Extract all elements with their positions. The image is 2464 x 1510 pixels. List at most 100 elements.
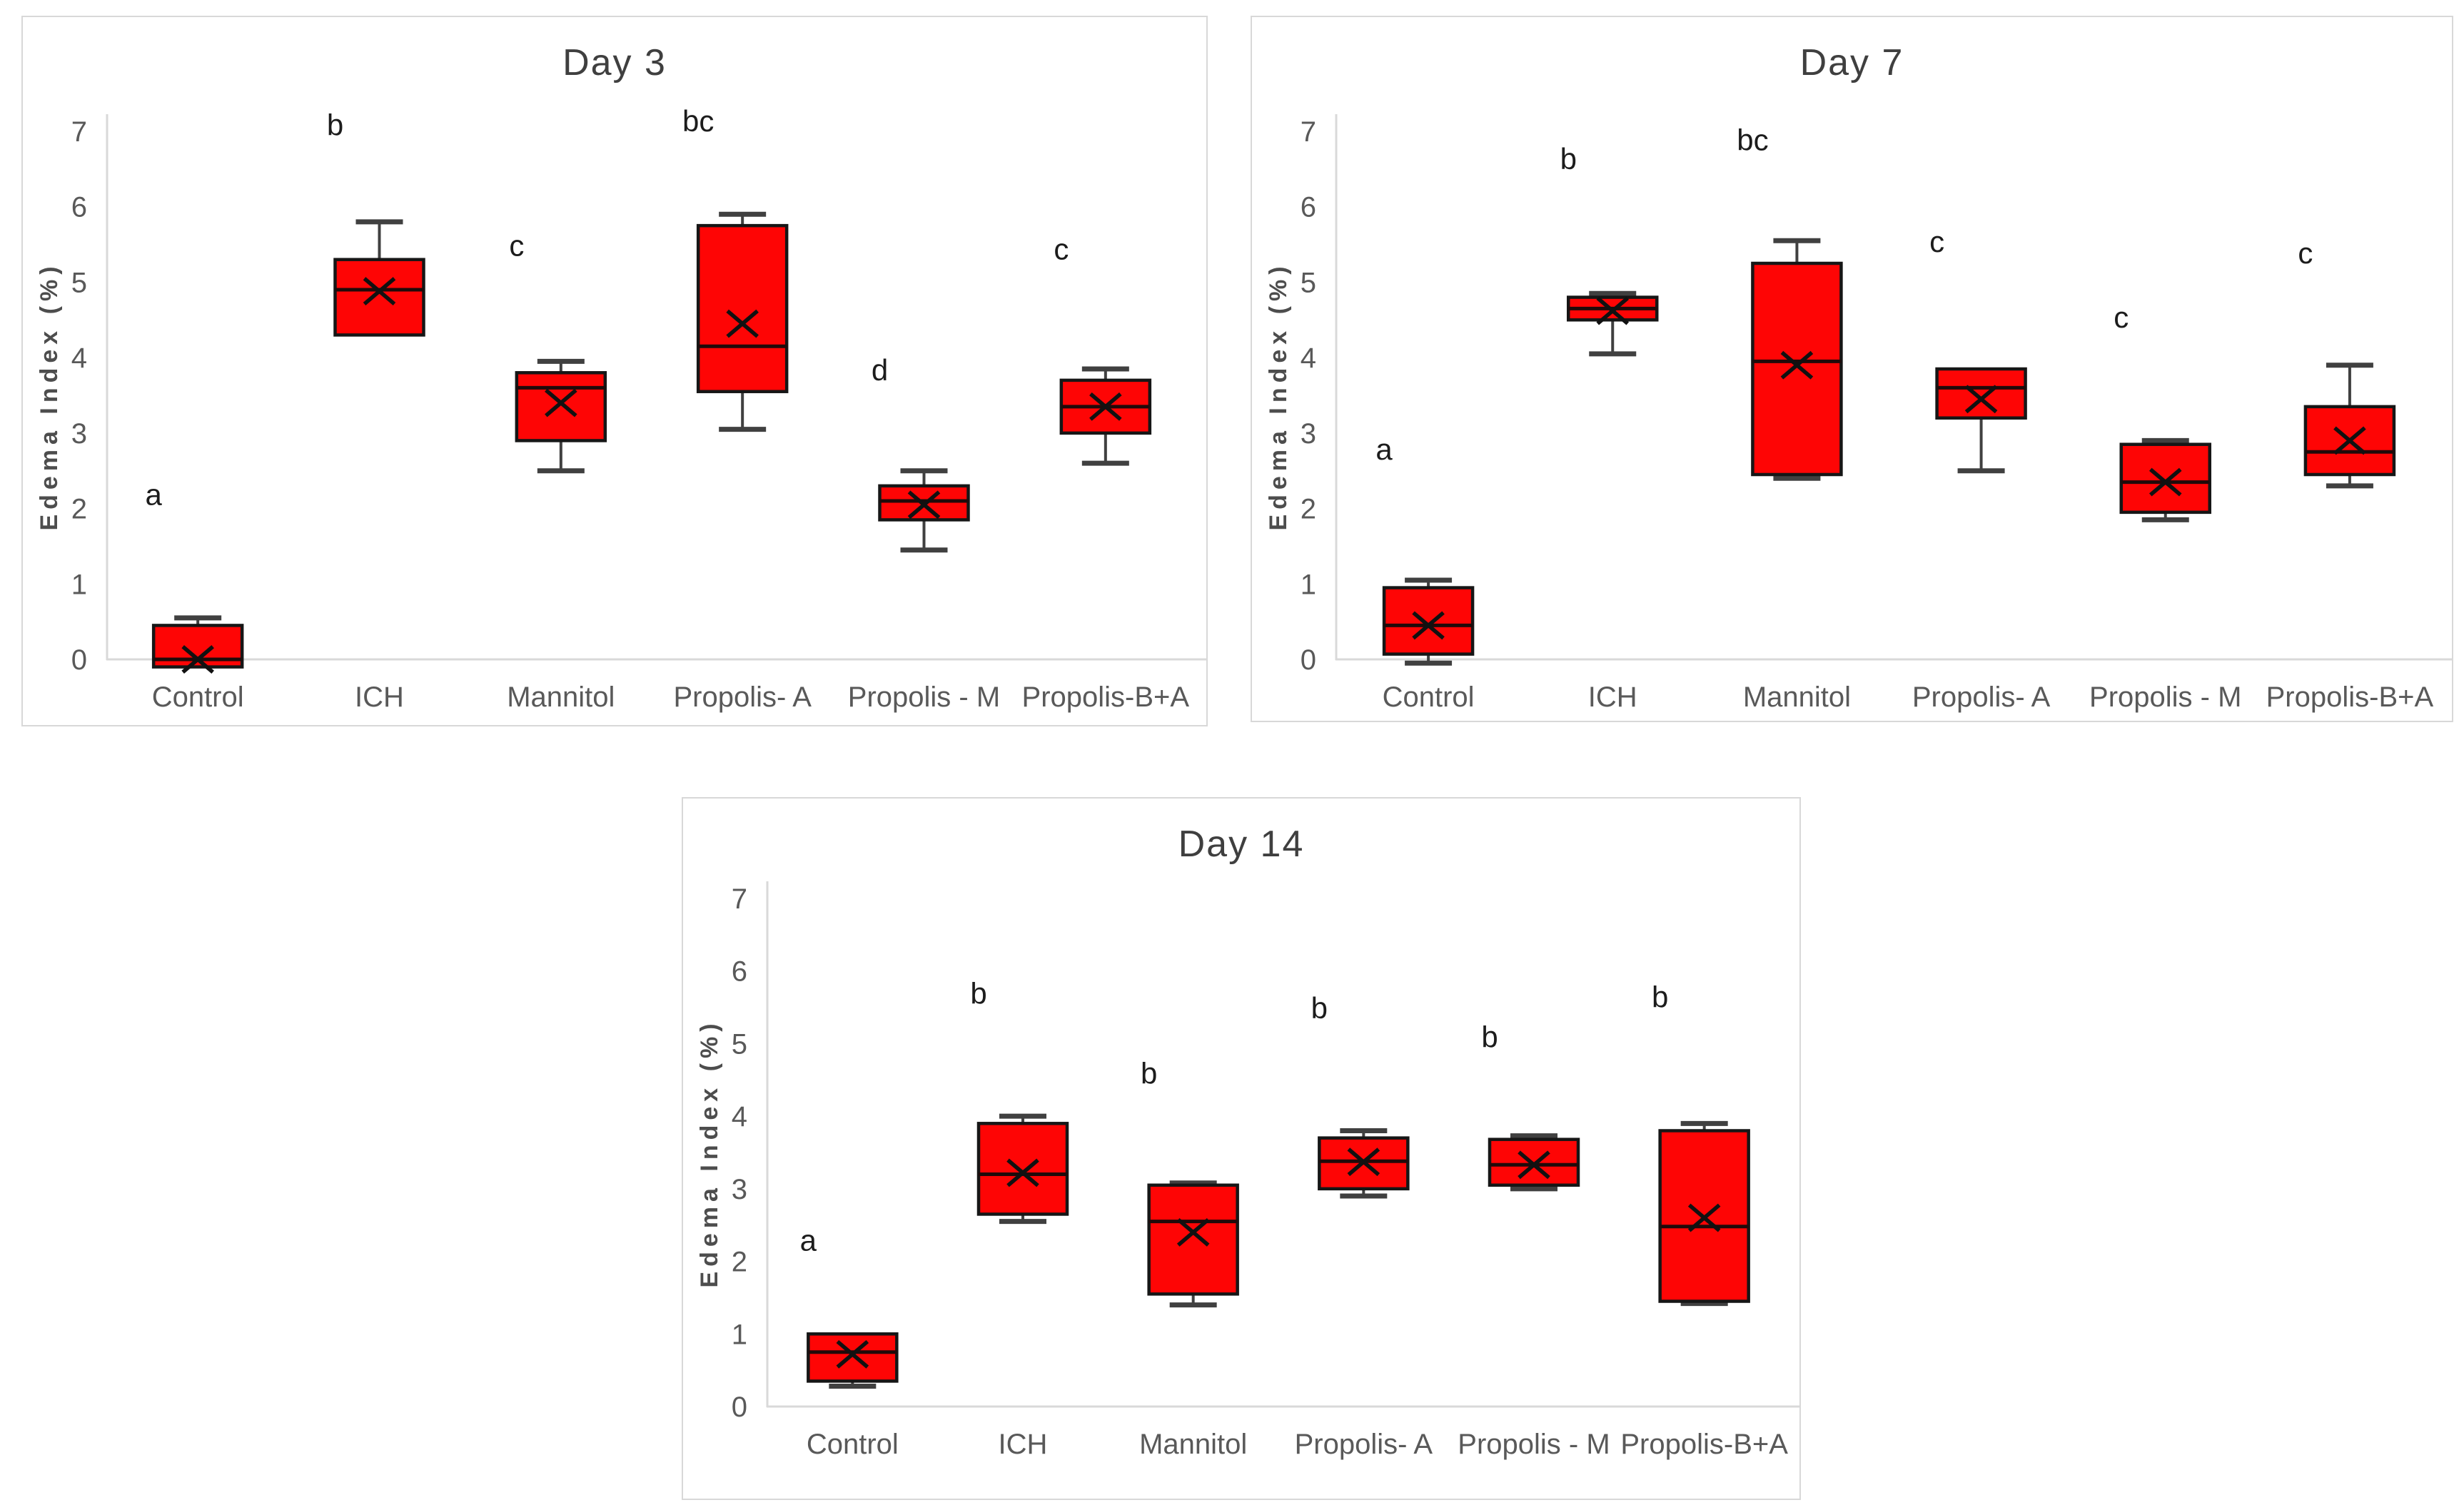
x-category-label: Propolis - M [848,681,1000,713]
boxplot-propolis-b+a [1059,366,1152,466]
box [333,258,425,337]
chart-panel-day-3: Day 3 Edema Index (%) 0 1 2 3 4 5 6 7 Control ICH… [21,16,1208,726]
significance-letter: b [1560,142,1577,176]
chart-title-day-14: Day 14 [1178,824,1305,865]
x-category-label: Mannitol [1139,1429,1247,1460]
x-category-label: Propolis-B+A [1022,681,1190,713]
significance-letter: a [145,477,162,511]
x-category-label: ICH [999,1429,1048,1460]
boxplot-mannitol [515,358,607,474]
chart-title-day-3: Day 3 [562,42,667,83]
significance-letter: b [327,108,343,141]
box [1382,586,1475,656]
box [696,223,789,393]
x-category-label: ICH [355,681,404,713]
plot-area-day-7: 0 1 2 3 4 5 6 7 Control ICH Mannitol Propolis- A Pro… [1301,114,2453,713]
y-tick-label: 4 [1301,343,1316,374]
chart-title-day-7: Day 7 [1799,42,1904,83]
y-tick-label: 4 [732,1101,747,1132]
significance-letter: b [970,976,986,1010]
y-tick-label: 3 [71,418,87,450]
mean-marker [1089,392,1122,421]
boxplot-ich [333,219,425,337]
x-category-label: Propolis - M [2089,681,2241,713]
y-tick-label: 3 [1301,418,1316,450]
mean-marker [1412,611,1445,640]
mean-marker [363,277,396,306]
x-category-label: Control [1383,681,1475,713]
significance-letter: bc [1737,123,1768,156]
y-tick-label: 0 [732,1392,747,1423]
y-tick-label: 1 [71,569,87,600]
boxplot-propolis-m [2119,437,2211,522]
y-tick-label: 0 [1301,644,1316,676]
mean-marker [1518,1150,1550,1180]
y-tick-label: 6 [71,192,87,223]
significance-letter: c [509,228,524,262]
boxplot-propolis-b+a [1658,1120,1750,1307]
mean-marker [836,1339,869,1369]
boxplot-propolis-a [1935,367,2027,474]
y-tick-label: 7 [71,116,87,148]
significance-letter: c [2114,300,2129,334]
x-category-label: Propolis-B+A [2266,681,2434,713]
x-category-label: Control [807,1429,899,1460]
mean-marker [1687,1203,1721,1232]
significance-letter: a [800,1223,817,1257]
x-category-label: Propolis- A [1295,1429,1433,1460]
plot-area-day-3: 0 1 2 3 4 5 6 7 Control ICH Mannitol Propolis- A Pro… [71,104,1207,713]
boxplot-propolis-m [1488,1133,1580,1192]
mean-marker [2333,426,2366,455]
y-tick-label: 5 [1301,267,1316,298]
significance-letter: c [2298,236,2313,270]
x-category-label: Propolis- A [1912,681,2051,713]
x-category-label: Mannitol [1743,681,1851,713]
box [976,1122,1069,1216]
mean-marker [181,645,214,674]
mean-marker [1780,350,1814,380]
y-tick-label: 0 [71,644,87,676]
box [2119,442,2211,515]
y-tick-label: 6 [1301,192,1316,223]
boxplot-ich [1567,290,1659,357]
boxplot-propolis-m [878,468,970,553]
x-category-label: Control [152,681,244,713]
y-tick-label: 1 [1301,569,1316,600]
mean-marker [1006,1158,1039,1187]
box [1147,1183,1239,1296]
significance-letter: b [1652,981,1668,1014]
significance-letter: d [872,353,888,387]
mean-marker [726,309,759,338]
significance-letter: c [1054,233,1069,266]
mean-marker [1596,296,1630,325]
box [1751,261,1843,477]
significance-letter: c [1929,225,1944,258]
chart-panel-day-14: Day 14 Edema Index (%) 0 1 2 3 4 5 6 7 Control IC… [682,797,1801,1500]
y-tick-label: 1 [732,1319,747,1350]
boxplot-ich [976,1113,1069,1225]
box [807,1332,899,1383]
box [515,371,607,442]
y-tick-label: 4 [71,343,87,374]
y-tick-label: 2 [71,494,87,525]
boxplot-propolis-b+a [2303,363,2396,489]
mean-marker [1964,385,1998,414]
x-category-label: ICH [1588,681,1637,713]
mean-marker [1176,1217,1210,1247]
y-tick-label: 2 [1301,494,1316,525]
significance-letter: a [1375,432,1393,466]
boxplot-mannitol [1751,238,1843,481]
y-tick-label: 5 [71,267,87,298]
y-tick-label: 2 [732,1247,747,1278]
x-category-label: Propolis - M [1458,1429,1610,1460]
boxplot-propolis-a [696,211,789,432]
boxplot-control [807,1332,899,1389]
boxplot-propolis-a [1318,1128,1410,1199]
plot-area-day-14: 0 1 2 3 4 5 6 7 Control ICH Mannitol Propolis- A Pro… [732,881,1800,1460]
significance-letter: bc [682,104,714,138]
significance-letter: b [1311,991,1328,1025]
mean-marker [1347,1147,1380,1177]
y-tick-label: 6 [732,956,747,988]
